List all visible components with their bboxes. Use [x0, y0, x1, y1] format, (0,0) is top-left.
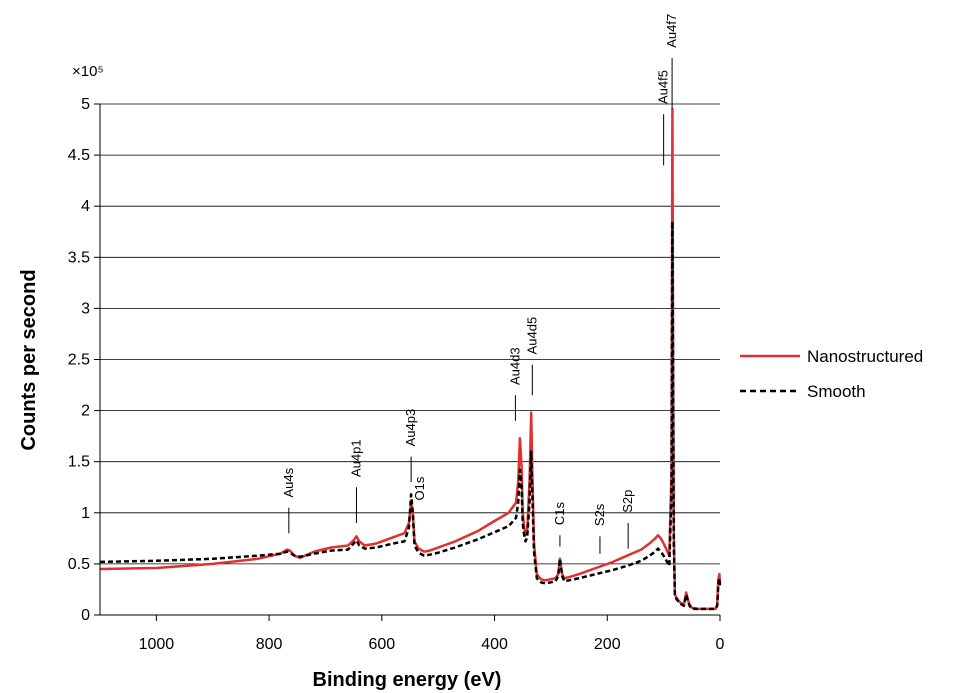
y-tick-label-3: 1.5: [68, 454, 90, 471]
y-tick-label-1: 0.5: [68, 556, 90, 573]
y-tick-label-0: 0: [81, 607, 90, 624]
x-tick-label-3: 400: [481, 636, 508, 653]
peak-label-au4f5: Au4f5: [656, 70, 671, 104]
y-tick-label-10: 5: [81, 96, 90, 113]
y-tick-label-5: 2.5: [68, 352, 90, 369]
series-line-smooth: [99, 220, 722, 611]
gridlines: [100, 103, 720, 565]
peak-label-c1s: C1s: [552, 501, 567, 525]
series-line-nanostructured: [99, 107, 722, 611]
peak-label-au4d3: Au4d3: [507, 347, 522, 385]
axes: 0 0.5 1 1.5 2 2.5 3 3.5 4 4.5 5 1000 800 600 400 200 0: [68, 96, 725, 653]
series-layer: [99, 107, 722, 611]
peak-label-au4p1: Au4p1: [349, 439, 364, 477]
peak-label-au4f7: Au4f7: [664, 14, 679, 48]
legend-label-smooth: Smooth: [807, 382, 866, 401]
y-tick-label-6: 3: [81, 300, 90, 317]
peak-label-s2s: S2s: [592, 503, 607, 526]
peak-label-au4p3: Au4p3: [403, 409, 418, 447]
x-tick-label-2: 600: [368, 636, 395, 653]
peak-label-o1s: O1s: [412, 476, 427, 500]
y-axis-title: Counts per second: [18, 269, 40, 450]
y-tick-label-7: 3.5: [68, 249, 90, 266]
x-tick-label-5: 0: [716, 636, 725, 653]
legend: Nanostructured Smooth: [740, 347, 923, 401]
y-multiplier-label: ×10⁵: [72, 63, 104, 80]
y-tick-label-8: 4: [81, 198, 90, 215]
x-axis-title: Binding energy (eV): [313, 669, 502, 691]
y-tick-label-9: 4.5: [68, 147, 90, 164]
peak-label-au4d5: Au4d5: [524, 317, 539, 355]
legend-label-nanostructured: Nanostructured: [807, 347, 923, 366]
x-tick-label-1: 800: [256, 636, 283, 653]
peak-label-s2p: S2p: [620, 490, 635, 513]
x-tick-label-0: 1000: [139, 636, 175, 653]
x-tick-label-4: 200: [594, 636, 621, 653]
peak-label-au4s: Au4s: [281, 467, 296, 497]
y-tick-label-4: 2: [81, 403, 90, 420]
y-tick-label-2: 1: [81, 505, 90, 522]
